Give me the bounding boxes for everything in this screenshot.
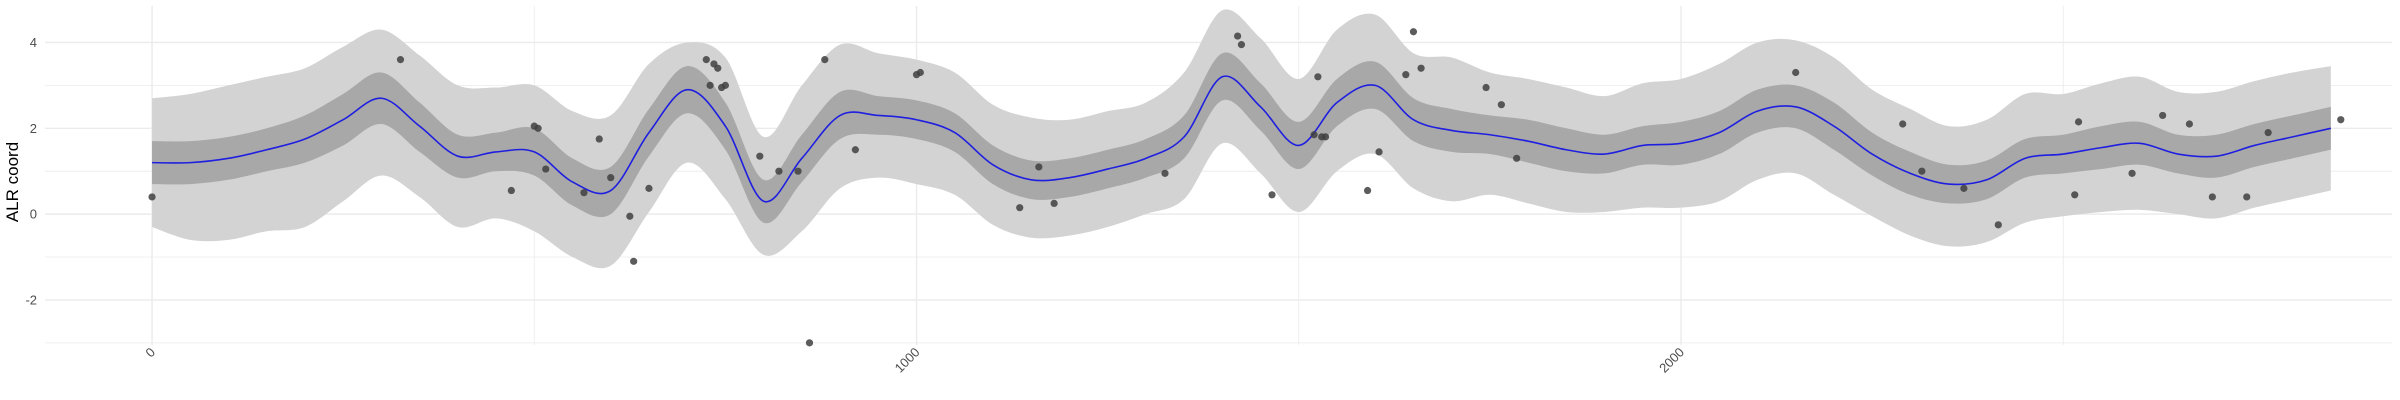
data-point (1016, 204, 1024, 212)
x-tick-label: 2000 (1656, 345, 1687, 376)
data-point (1513, 154, 1521, 162)
data-point (805, 339, 814, 347)
inner-interval-band (152, 52, 2331, 224)
data-point (1310, 131, 1318, 139)
data-point (1918, 167, 1926, 175)
fit-line (152, 75, 2332, 203)
x-tick-label: 1000 (892, 345, 923, 376)
data-point (580, 189, 588, 197)
data-point (1237, 41, 1246, 49)
data-point (1363, 186, 1372, 195)
uncertainty-bands (152, 9, 2331, 269)
data-point (507, 186, 515, 195)
data-point (2243, 193, 2251, 201)
y-tick-label: 2 (30, 121, 37, 136)
data-point (1402, 71, 1410, 79)
data-point (2185, 120, 2194, 128)
data-point (1314, 73, 1322, 81)
data-point (794, 167, 802, 175)
data-point (1268, 191, 1276, 199)
data-point (534, 124, 542, 132)
data-point (396, 56, 405, 64)
data-point (714, 64, 722, 72)
data-point (630, 257, 638, 265)
data-point (2337, 116, 2345, 124)
data-point (2074, 118, 2083, 126)
data-point (1417, 64, 1425, 72)
data-point (2264, 128, 2272, 137)
y-tick-label: 0 (30, 207, 37, 222)
y-axis-title: ALR coord (3, 142, 22, 222)
data-point (2128, 169, 2136, 177)
fit-line-layer (152, 75, 2332, 203)
data-point (775, 167, 783, 175)
data-point (645, 184, 653, 192)
data-point (2208, 193, 2216, 201)
data-point (542, 165, 550, 173)
data-point (851, 146, 859, 154)
data-point (1409, 28, 1418, 36)
data-point (607, 174, 615, 182)
data-point (2159, 111, 2167, 120)
data-point (1050, 199, 1058, 207)
data-point (1994, 221, 2002, 229)
data-point (1234, 32, 1242, 40)
data-point (1321, 133, 1330, 141)
data-point (916, 68, 924, 77)
data-point (1482, 83, 1490, 92)
data-point (626, 212, 634, 220)
data-point (1375, 148, 1383, 156)
data-point (1161, 169, 1169, 177)
data-point (702, 56, 710, 64)
x-tick-label: 0 (142, 345, 158, 361)
y-tick-label: 4 (30, 35, 37, 50)
y-tick-label: -2 (25, 292, 37, 307)
data-point (721, 81, 730, 89)
data-point (821, 56, 829, 64)
data-point (148, 193, 156, 201)
x-tick-labels: 0 1000 2000 (142, 345, 1687, 376)
data-point (1792, 68, 1800, 77)
data-point (1497, 101, 1505, 109)
observed-points (148, 28, 2345, 347)
data-point (1035, 163, 1043, 171)
data-point (2071, 191, 2079, 199)
data-point (756, 152, 764, 160)
data-point (1960, 184, 1968, 192)
data-point (706, 81, 714, 89)
data-point (595, 135, 603, 143)
y-tick-labels: -2 0 2 4 (25, 35, 37, 307)
data-point (1899, 120, 1907, 128)
